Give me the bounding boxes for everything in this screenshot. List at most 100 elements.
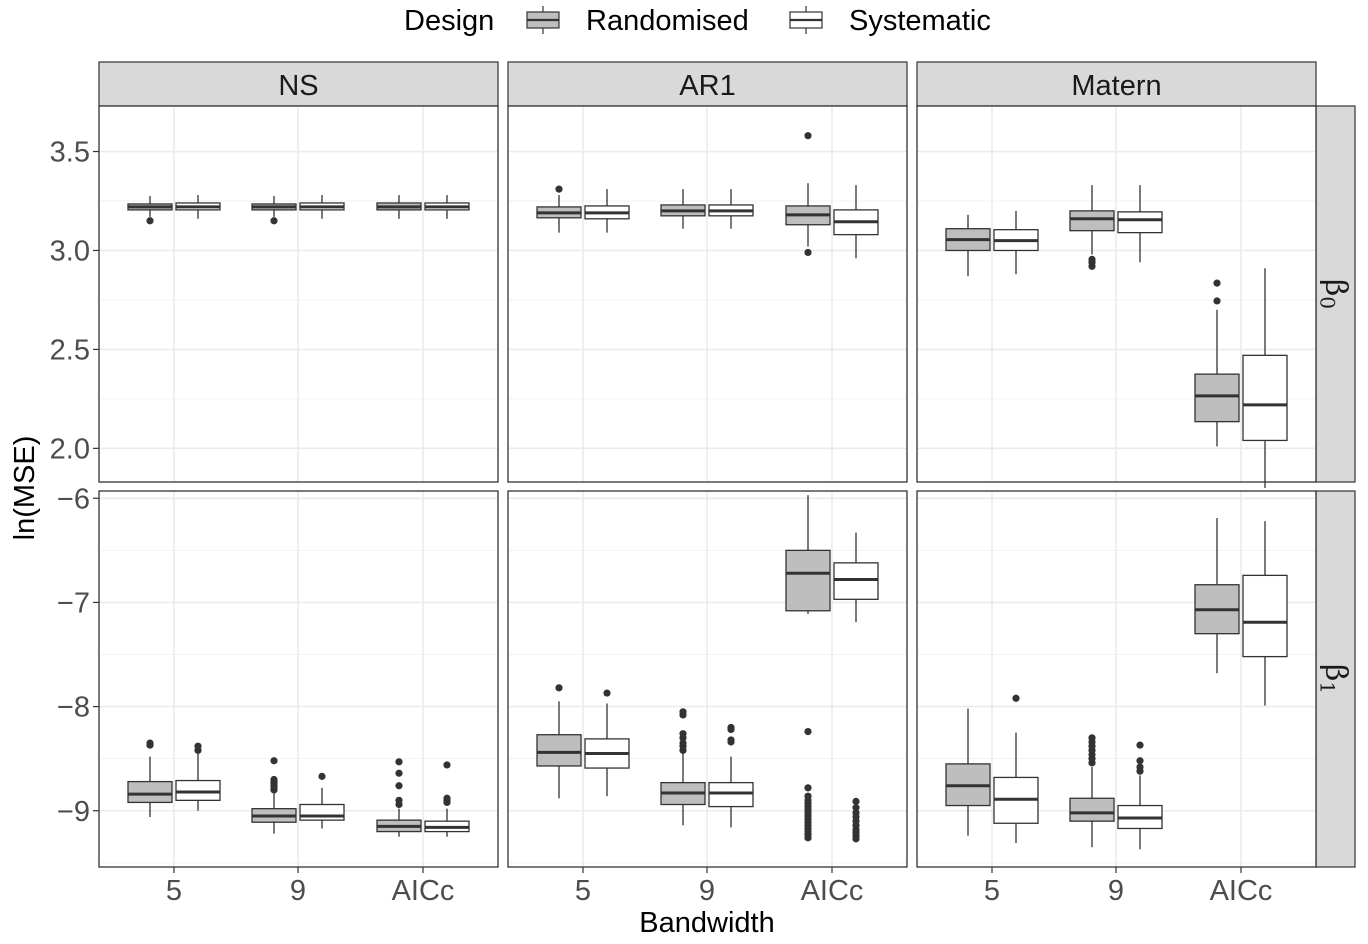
panel-ar1-b0 (507, 105, 908, 483)
panel-ar1-b1 (507, 490, 908, 868)
x-axis-ns: 5 9 AICc (166, 867, 454, 907)
panel-border (916, 490, 1317, 868)
y-tick-label: 2.0 (50, 433, 90, 465)
box-9-randomised (1069, 734, 1115, 848)
legend-title: Design (404, 5, 494, 37)
outlier-point (395, 796, 403, 804)
box-9-randomised (1069, 185, 1115, 270)
x-tick-label: AICc (1210, 875, 1273, 907)
outlier-point (1136, 757, 1144, 765)
outlier-point (318, 772, 326, 780)
row-strip-background (1315, 490, 1356, 868)
outlier-point (555, 684, 563, 692)
y-tick-label: −8 (57, 692, 90, 724)
box-aicc-randomised (785, 495, 831, 842)
box-5-randomised (945, 214, 991, 277)
x-tick-label: 9 (1108, 875, 1124, 907)
box-body (785, 549, 831, 612)
box-9-systematic (1117, 741, 1163, 850)
x-axis-title: Bandwidth (639, 907, 774, 939)
legend-label-randomised: Randomised (586, 5, 749, 37)
outlier-point (270, 217, 278, 225)
box-body (299, 803, 345, 821)
box-5-systematic (175, 195, 221, 219)
outlier-point (1213, 279, 1221, 287)
box-5-randomised (536, 185, 582, 233)
legend-entry-randomised: Randomised (526, 5, 749, 37)
outlier-point (270, 757, 278, 765)
box-5-systematic (993, 210, 1039, 275)
x-tick-label: AICc (392, 875, 455, 907)
legend-entry-systematic: Systematic (789, 5, 991, 37)
outlier-point (804, 784, 812, 792)
box-body (1242, 354, 1288, 442)
box-9-randomised (251, 757, 297, 834)
box-aicc-systematic (833, 532, 879, 843)
box-9-systematic (299, 772, 345, 829)
row-strip-subscript: 1 (1316, 681, 1340, 694)
box-aicc-systematic (1242, 521, 1288, 706)
panel-ns-b1 (98, 490, 499, 868)
box-5-randomised (127, 739, 173, 818)
panel-border (507, 105, 908, 483)
strip-ns: NS (98, 61, 499, 107)
outlier-point (804, 132, 812, 140)
outlier-point (603, 689, 611, 697)
panel-border (98, 490, 499, 868)
box-5-randomised (536, 684, 582, 799)
x-tick-label: 5 (984, 875, 1000, 907)
box-9-systematic (708, 189, 754, 229)
outlier-point (443, 761, 451, 769)
box-5-systematic (584, 689, 630, 797)
box-aicc-systematic (1242, 268, 1288, 488)
strip-matern: Matern (916, 61, 1317, 107)
y-tick-label: 3.0 (50, 235, 90, 267)
outlier-point (679, 739, 687, 747)
outlier-point (727, 736, 735, 744)
box-body (1069, 797, 1115, 822)
outlier-point (270, 775, 278, 784)
box-5-systematic (584, 189, 630, 233)
outlier-point (804, 792, 812, 800)
outlier-point (1136, 741, 1144, 749)
legend-entries: Randomised Systematic (526, 5, 991, 37)
row-strip-subscript: 0 (1316, 296, 1340, 309)
box-body (1117, 211, 1163, 234)
box-aicc-systematic (424, 761, 470, 837)
x-tick-label: 9 (699, 875, 715, 907)
y-tick-label: −9 (57, 796, 90, 828)
outlier-point (852, 804, 860, 812)
box-9-systematic (1117, 185, 1163, 263)
y-axis-b1: −9 −8 −7 −6 (57, 483, 99, 828)
box-9-randomised (660, 708, 706, 826)
box-body (536, 734, 582, 767)
outlier-point (146, 739, 154, 747)
outlier-point (804, 727, 812, 736)
strip-label-matern: Matern (1071, 70, 1161, 102)
box-9-systematic (299, 195, 345, 219)
box-aicc-systematic (833, 185, 879, 259)
legend-label-systematic: Systematic (849, 5, 991, 37)
box-aicc-randomised (376, 195, 422, 219)
y-axis-title: ln(MSE) (9, 436, 41, 541)
y-tick-label: 3.5 (50, 137, 90, 169)
outlier-point (852, 797, 860, 805)
strip-label-ns: NS (278, 70, 318, 102)
outlier-point (194, 742, 202, 750)
box-body (175, 779, 221, 801)
x-axis-matern: 5 9 AICc (984, 867, 1272, 907)
panel-border (507, 490, 908, 868)
outlier-point (395, 769, 403, 777)
x-tick-label: 9 (290, 875, 306, 907)
legend: Design Randomised Systematic (404, 5, 991, 37)
x-axis-ar1: 5 9 AICc (575, 867, 863, 907)
outlier-point (1136, 763, 1144, 771)
panel-border (98, 105, 499, 483)
panel-ns-b0 (98, 105, 499, 483)
box-body (1194, 373, 1240, 423)
x-tick-label: 5 (166, 875, 182, 907)
strip-ar1: AR1 (507, 61, 908, 107)
outlier-point (555, 185, 563, 193)
